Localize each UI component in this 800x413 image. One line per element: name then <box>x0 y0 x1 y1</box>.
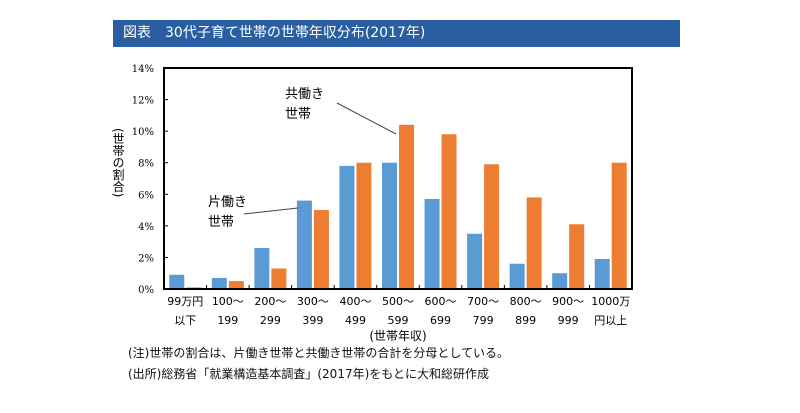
x-tick-label: 399 <box>302 314 323 327</box>
bar-dual-income <box>569 224 585 289</box>
x-tick-label: 500〜 <box>382 295 414 308</box>
x-tick-label: 400〜 <box>339 295 371 308</box>
x-tick-label: 999 <box>558 314 579 327</box>
bar-single-income <box>382 162 397 289</box>
y-tick-label: 14% <box>132 64 154 75</box>
x-tick-label: 200〜 <box>254 295 286 308</box>
x-tick-label: 699 <box>430 314 451 327</box>
bar-single-income <box>211 277 227 289</box>
x-tick-label: 299 <box>260 314 281 327</box>
bar-single-income <box>509 263 525 289</box>
bar-single-income <box>594 259 610 289</box>
chart-title: 図表 30代子育て世帯の世帯年収分布(2017年) <box>123 25 426 41</box>
annotation-single-income: 世帯 <box>208 215 234 230</box>
plot-frame <box>163 67 633 290</box>
bar-dual-income <box>484 164 500 289</box>
chart-title-bar: 図表 30代子育て世帯の世帯年収分布(2017年) <box>113 20 680 47</box>
bar-dual-income <box>441 134 457 289</box>
y-tick-label: 8% <box>138 159 154 170</box>
x-tick-label: 99万円 <box>167 295 203 308</box>
x-tick-label: 円以上 <box>594 314 627 327</box>
annotation-leader-line <box>243 207 299 215</box>
x-tick-label: 以下 <box>174 314 196 327</box>
bar-single-income <box>424 199 440 289</box>
x-tick-label: 499 <box>345 314 366 327</box>
bar-single-income <box>467 233 483 289</box>
annotation-leader-line <box>336 102 397 135</box>
bar-dual-income <box>356 162 372 289</box>
x-tick-label: 700〜 <box>467 295 499 308</box>
bar-single-income <box>169 274 185 289</box>
y-tick-label: 2% <box>138 253 154 264</box>
bar-dual-income <box>611 162 627 289</box>
y-tick-label: 0% <box>138 285 154 296</box>
bar-single-income <box>339 165 355 289</box>
x-tick-label: 900〜 <box>552 295 584 308</box>
x-tick-label: 800〜 <box>510 295 542 308</box>
bar-dual-income <box>526 197 542 289</box>
x-tick-label: 100〜 <box>212 295 244 308</box>
bar-dual-income <box>228 281 244 289</box>
y-tick-label: 10% <box>132 127 154 138</box>
source-text: (出所)総務省「就業構造基本調査」(2017年)をもとに大和総研作成 <box>128 367 490 381</box>
y-axis-label: (世帯の割合) <box>111 128 125 197</box>
bar-single-income <box>254 247 270 289</box>
x-tick-label: 599 <box>388 314 409 327</box>
x-tick-label: 199 <box>217 314 238 327</box>
bar-dual-income <box>399 124 414 289</box>
x-tick-label: 899 <box>515 314 536 327</box>
x-tick-label: 799 <box>473 314 494 327</box>
x-tick-label: 600〜 <box>425 295 457 308</box>
bar-single-income <box>296 200 312 289</box>
x-tick-label: 300〜 <box>297 295 329 308</box>
annotation-dual-income: 共働き <box>285 87 324 102</box>
y-tick-label: 6% <box>138 190 154 201</box>
y-tick-label: 12% <box>132 96 154 107</box>
bar-single-income <box>552 273 568 289</box>
x-tick-label: 1000万 <box>591 295 630 308</box>
bar-dual-income <box>313 210 329 289</box>
y-tick-label: 4% <box>138 222 154 233</box>
bar-dual-income <box>271 268 287 289</box>
annotation-single-income: 片働き <box>208 195 247 210</box>
annotation-dual-income: 世帯 <box>285 107 311 122</box>
note-text: (注)世帯の割合は、片働き世帯と共働き世帯の合計を分母としている。 <box>128 346 510 360</box>
x-axis-label: (世帯年収) <box>369 329 426 343</box>
